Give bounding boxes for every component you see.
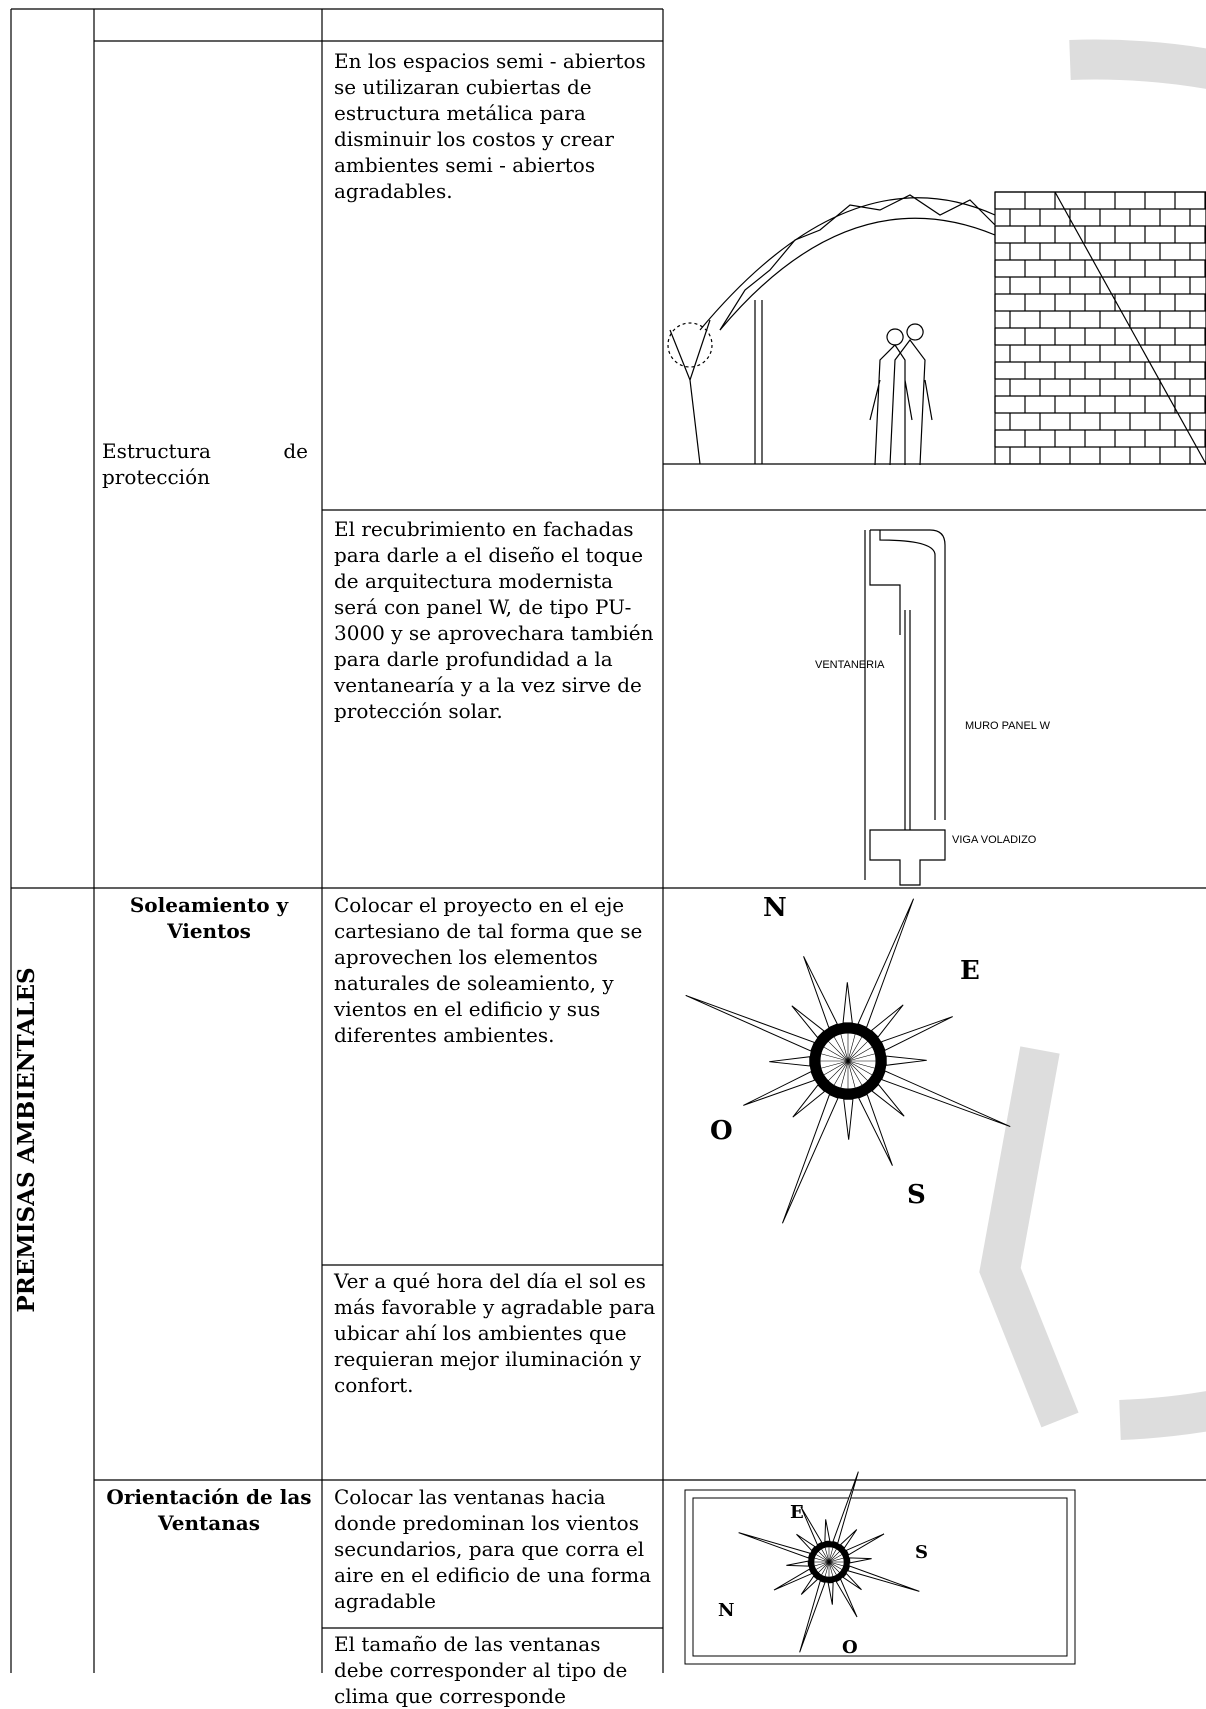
compass-spoke <box>814 1561 830 1567</box>
drawing-label: VIGA VOLADIZO <box>952 834 1037 846</box>
cell-text: El tamaño de las ventanas debe correspon… <box>334 1632 628 1708</box>
compass-letter: N <box>763 893 787 923</box>
compass-point <box>857 898 915 1028</box>
compass-spoke <box>821 1548 830 1563</box>
compass <box>738 1471 920 1653</box>
compass-spoke <box>840 1033 849 1062</box>
compass-point <box>885 1055 927 1066</box>
compass-point <box>800 1575 819 1595</box>
compass-spoke <box>828 1557 844 1563</box>
compass-spoke <box>847 1060 876 1069</box>
compass-spoke <box>823 1046 849 1062</box>
panel-drawing <box>864 529 946 886</box>
compass-spoke <box>828 1561 844 1567</box>
compass-frame <box>692 1497 1068 1657</box>
compass-spoke <box>818 1551 830 1563</box>
compass-spoke <box>828 1548 837 1563</box>
compass-point <box>791 1005 825 1039</box>
compass-spoke <box>827 1060 849 1082</box>
compass-spoke <box>820 1053 849 1062</box>
compass-spoke <box>847 1046 873 1062</box>
drawing-label: MURO PANEL W <box>965 720 1050 732</box>
compass-spoke <box>828 1561 843 1570</box>
compass-spoke <box>823 1060 849 1076</box>
compass-letter: O <box>842 1637 858 1658</box>
compass-spoke <box>847 1053 876 1062</box>
compass-point <box>743 1071 816 1106</box>
compass-spoke <box>847 1036 863 1062</box>
page: PREMISAS AMBIENTALES Estructura de prote… <box>10 8 1206 1708</box>
layout <box>10 8 1206 1673</box>
cell-text: El recubrimiento en fachadas para darle … <box>334 517 654 723</box>
topic: Estructura de protección <box>102 439 308 489</box>
compass-point <box>880 1016 953 1051</box>
compass-spoke <box>824 1561 830 1577</box>
compass-spoke <box>847 1033 856 1062</box>
compass-spoke <box>818 1561 830 1573</box>
cell-text: En los espacios semi - abiertos se utili… <box>334 49 646 203</box>
compass-point <box>769 1056 811 1067</box>
compass-point <box>870 1004 904 1038</box>
cell-text: Colocar las ventanas hacia donde predomi… <box>334 1485 652 1613</box>
compass-spoke <box>847 1060 856 1089</box>
compass-point <box>848 1557 872 1564</box>
compass-point <box>796 1533 816 1552</box>
compass-spoke <box>828 1551 840 1563</box>
compass-spoke <box>815 1561 830 1570</box>
compass-point <box>803 956 838 1029</box>
compass-spoke <box>828 1561 840 1573</box>
compass-frame <box>684 1489 1076 1665</box>
compass-point <box>839 1529 858 1549</box>
compass-point <box>871 1083 905 1117</box>
topic: Soleamiento y Vientos <box>129 893 289 943</box>
compass-spoke <box>833 1060 849 1086</box>
compass-letter: N <box>718 1600 735 1621</box>
compass-spoke <box>847 1060 869 1082</box>
cell-text: Colocar el proyecto en el eje cartesiano… <box>334 893 643 1047</box>
compass-spoke <box>820 1060 849 1069</box>
compass-letter: E <box>960 956 980 986</box>
compass-point <box>792 1084 826 1118</box>
compass-spoke <box>828 1547 834 1563</box>
table-borders <box>10 8 1206 1673</box>
compass-spoke <box>828 1561 834 1577</box>
compass-spoke <box>828 1554 843 1563</box>
compass-spoke <box>821 1561 830 1576</box>
compass-spoke <box>833 1036 849 1062</box>
compass-point <box>842 1572 862 1591</box>
compass-point <box>858 1093 893 1166</box>
compass-spoke <box>847 1060 873 1076</box>
compass-letter: O <box>710 1116 733 1146</box>
compass-spoke <box>840 1060 849 1089</box>
watermark <box>979 39 1206 1440</box>
cell-text: Ver a qué hora del día el sol es más fav… <box>334 1269 656 1397</box>
compass-spoke <box>847 1040 869 1062</box>
section-label: PREMISAS AMBIENTALES <box>13 967 40 1313</box>
compass-spoke <box>827 1040 849 1062</box>
compass-spoke <box>824 1547 830 1563</box>
compass-point <box>781 1094 839 1224</box>
compass-point <box>827 1581 834 1605</box>
compass-point <box>786 1560 810 1567</box>
compass-point <box>843 1098 854 1140</box>
compass-letter: E <box>790 1502 804 1523</box>
compass-spoke <box>815 1554 830 1563</box>
compass-point <box>881 1070 1011 1128</box>
drawing-label: VENTANERIA <box>815 659 885 671</box>
compass-point <box>842 982 853 1024</box>
compass-spoke <box>814 1557 830 1563</box>
compass-spoke <box>847 1060 863 1086</box>
compass-point <box>824 1519 831 1543</box>
compass-letter: S <box>915 1542 928 1563</box>
compass-point <box>685 994 815 1052</box>
compass-spoke <box>828 1561 837 1576</box>
topic: Orientación de las Ventanas <box>106 1485 312 1535</box>
arch-drawing <box>663 191 1206 466</box>
compass <box>685 898 1011 1224</box>
compass-letter: S <box>907 1180 926 1210</box>
